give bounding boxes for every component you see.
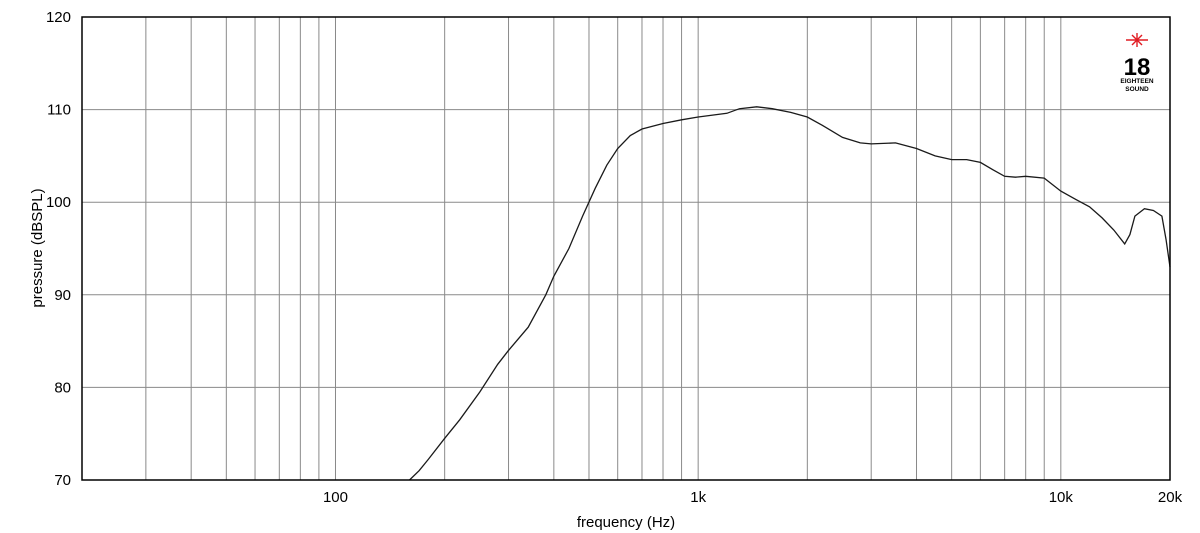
y-tick-label: 110 xyxy=(47,102,71,119)
x-tick-labels: 100 1k 10k 20k xyxy=(323,489,1183,506)
series-layer xyxy=(409,106,1171,481)
y-tick-labels: 70 80 90 100 110 120 xyxy=(46,9,71,489)
logo-number: 18 xyxy=(1124,54,1151,81)
y-tick-label: 80 xyxy=(54,379,71,396)
logo-subtext-bottom: SOUND xyxy=(1125,86,1149,93)
logo-subtext-top: EIGHTEEN xyxy=(1120,78,1154,85)
brand-logo: 18 EIGHTEEN SOUND xyxy=(1120,33,1154,93)
y-tick-label: 90 xyxy=(54,287,71,304)
y-tick-label: 120 xyxy=(46,9,71,26)
x-tick-label: 20k xyxy=(1158,489,1183,506)
grid xyxy=(82,17,1170,480)
x-tick-label: 10k xyxy=(1049,489,1074,506)
x-tick-label: 1k xyxy=(690,489,706,506)
x-tick-label: 100 xyxy=(323,489,348,506)
star-icon xyxy=(1126,33,1148,47)
y-tick-label: 100 xyxy=(46,194,71,211)
y-tick-label: 70 xyxy=(54,472,71,489)
y-axis-label: pressure (dBSPL) xyxy=(29,188,46,307)
plot-frame xyxy=(81,16,1171,481)
series-line xyxy=(409,106,1171,481)
x-axis-label: frequency (Hz) xyxy=(577,514,675,531)
